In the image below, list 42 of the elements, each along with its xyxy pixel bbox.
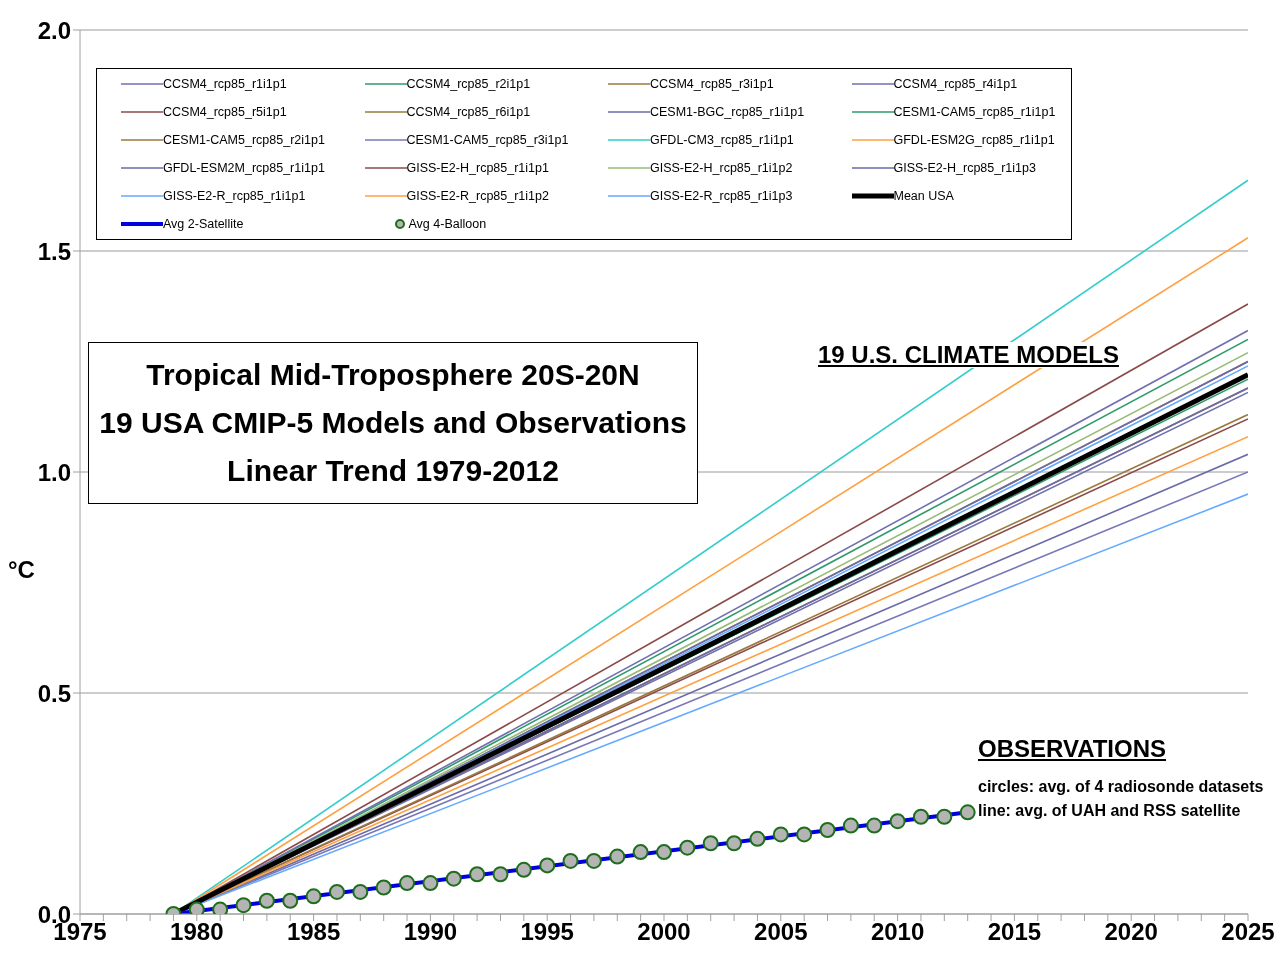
legend-label: CCSM4_rcp85_r5i1p1: [163, 105, 287, 119]
annotation: 19 U.S. CLIMATE MODELS: [818, 341, 1119, 369]
legend-label: CCSM4_rcp85_r4i1p1: [893, 77, 1018, 91]
annotation: line: avg. of UAH and RSS satellite: [978, 802, 1241, 820]
x-tick-label: 2005: [754, 918, 808, 946]
x-tick-label: 1990: [403, 918, 458, 946]
legend-label: Mean USA: [893, 189, 954, 203]
x-tick-label: 1985: [286, 918, 341, 946]
legend-label: GISS-E2-H_rcp85_r1i1p1: [406, 161, 549, 175]
text: Tropical Mid-Troposphere 20S-20N 19 USA CMIP-5 Models and Observations Linear Trend 1979-2012: [99, 357, 687, 489]
legend-label: GISS-E2-H_rcp85_r1i1p3: [893, 161, 1036, 175]
legend-label: CESM1-CAM5_rcp85_r1i1p1: [893, 105, 1056, 119]
y-tick-label: 2.0: [37, 16, 71, 44]
legend-label: CESM1-CAM5_rcp85_r3i1p1: [406, 133, 569, 147]
x-tick-label: 2015: [987, 918, 1042, 946]
y-tick-label: 1.5: [37, 237, 71, 265]
legend-label: GFDL-ESM2M_rcp85_r1i1p1: [163, 161, 325, 175]
y-tick-label: 0.5: [37, 679, 71, 707]
x-tick-label: 2020: [1104, 918, 1158, 946]
legend-label: CCSM4_rcp85_r2i1p1: [406, 77, 531, 91]
legend-label: GISS-E2-R_rcp85_r1i1p3: [650, 189, 793, 203]
legend-label: CESM1-BGC_rcp85_r1i1p1: [650, 105, 805, 119]
legend-label: CCSM4_rcp85_r3i1p1: [650, 77, 774, 91]
x-tick-label: 2000: [637, 918, 691, 946]
x-tick-label: 2010: [870, 918, 925, 946]
legend-label: GISS-E2-R_rcp85_r1i1p2: [406, 189, 549, 203]
annotation: circles: avg. of 4 radiosonde datasets: [978, 778, 1264, 796]
legend-label: CCSM4_rcp85_r1i1p1: [163, 77, 287, 91]
legend-label: CESM1-CAM5_rcp85_r2i1p1: [163, 133, 325, 147]
x-tick-label: 1980: [170, 918, 224, 946]
legend-label: GISS-E2-R_rcp85_r1i1p1: [163, 189, 306, 203]
x-tick-label: 2025: [1221, 918, 1275, 946]
y-axis-title: °C: [8, 556, 35, 584]
legend-label: GFDL-CM3_rcp85_r1i1p1: [650, 133, 794, 147]
y-tick-label: 1.0: [37, 458, 71, 486]
legend-label: GISS-E2-H_rcp85_r1i1p2: [650, 161, 793, 175]
legend-label: CCSM4_rcp85_r6i1p1: [406, 105, 531, 119]
annotation: OBSERVATIONS: [978, 735, 1167, 763]
x-tick-label: 1995: [520, 918, 574, 946]
legend-label: Avg 2-Satellite: [163, 217, 244, 231]
legend-label: Avg 4-Balloon: [408, 217, 487, 231]
legend-label: GFDL-ESM2G_rcp85_r1i1p1: [893, 133, 1055, 147]
